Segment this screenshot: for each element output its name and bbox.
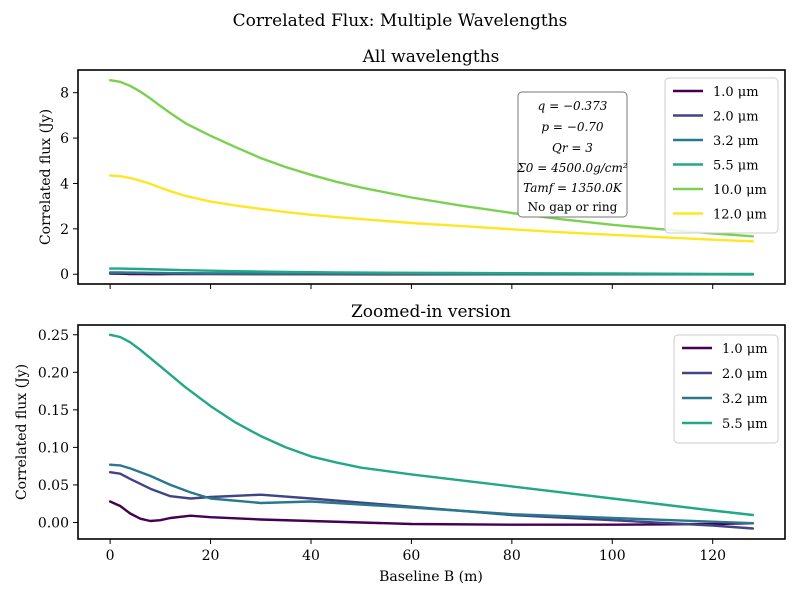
bottom-panel-xlabel: Baseline B (m) <box>379 569 483 585</box>
annotation-line-q: q = −0.373 <box>538 99 608 113</box>
top-panel-series <box>108 78 755 276</box>
bottom-series-line-5-5um <box>108 333 755 517</box>
bottom-panel-frame <box>77 324 786 540</box>
bottom-xtick-label: 100 <box>599 548 626 564</box>
annotation-line-tamf: Tamf = 1350.0K <box>523 181 623 195</box>
bottom-xtick-label: 0 <box>106 548 115 564</box>
bottom-ytick-label: 0.05 <box>38 478 69 494</box>
top-panel-ylabel: Correlated flux (Jy) <box>38 109 54 245</box>
top-ytick-label: 0 <box>60 267 69 283</box>
bottom-xtick-label: 120 <box>699 548 726 564</box>
bottom-ytick-label: 0.10 <box>38 440 69 456</box>
annotation-line-p: p = −0.70 <box>541 120 604 134</box>
top-series-line-12-0um <box>108 174 755 243</box>
top-legend-label: 12.0 μm <box>713 208 767 223</box>
top-legend-box <box>664 77 779 234</box>
bottom-xtick-label: 20 <box>202 548 220 564</box>
bottom-panel-title: Zoomed-in version <box>351 302 511 322</box>
bottom-legend-label: 2.0 μm <box>722 367 768 382</box>
bottom-panel-legend: 1.0 μm 2.0 μm 3.2 μm 5.5 μm <box>673 334 779 444</box>
top-panel-title: All wavelengths <box>362 47 500 67</box>
bottom-legend-box <box>673 334 779 444</box>
bottom-ytick-label: 0.20 <box>38 365 69 381</box>
top-series-line-10-0um <box>108 78 755 238</box>
figure-suptitle: Correlated Flux: Multiple Wavelengths <box>233 11 568 31</box>
parameter-annotation: q = −0.373 p = −0.70 Qr = 3 Σ0 = 4500.0g… <box>516 91 628 218</box>
annotation-line-gap: No gap or ring <box>528 200 618 214</box>
bottom-xtick-label: 80 <box>503 548 521 564</box>
top-panel: All wavelengths 0 2 4 6 8 Correlated flux (J… <box>38 47 786 289</box>
bottom-xtick-label: 40 <box>302 548 320 564</box>
top-legend-label: 1.0 μm <box>713 85 759 100</box>
bottom-xtick-label: 60 <box>403 548 421 564</box>
top-legend-label: 5.5 μm <box>713 159 759 174</box>
bottom-series-line-1-0um <box>108 500 755 526</box>
bottom-ytick-label: 0.15 <box>38 403 69 419</box>
top-legend-label: 2.0 μm <box>713 110 759 125</box>
top-ytick-label: 6 <box>60 131 69 147</box>
top-series-line-5-5um <box>108 267 755 276</box>
bottom-panel: Zoomed-in version 0 20 40 60 80 100 120 0.00 0.0… <box>14 302 786 585</box>
top-ytick-label: 2 <box>60 222 69 238</box>
top-ytick-label: 8 <box>60 86 69 102</box>
bottom-ytick-label: 0.00 <box>38 515 69 531</box>
top-ytick-label: 4 <box>60 176 69 192</box>
top-legend-label: 3.2 μm <box>713 134 759 149</box>
top-panel-legend: 1.0 μm 2.0 μm 3.2 μm 5.5 μm 10.0 μm 12.0 μm <box>664 77 779 234</box>
top-panel-frame <box>77 69 786 285</box>
annotation-line-sigma: Σ0 = 4500.0g/cm² <box>516 161 628 175</box>
top-legend-label: 10.0 μm <box>713 183 767 198</box>
bottom-series-line-2-0um <box>108 471 755 530</box>
bottom-panel-ylabel: Correlated flux (Jy) <box>14 364 30 500</box>
bottom-ytick-label: 0.25 <box>38 328 69 344</box>
bottom-legend-label: 1.0 μm <box>722 342 768 357</box>
bottom-legend-label: 5.5 μm <box>722 417 768 432</box>
bottom-panel-series <box>108 333 755 530</box>
annotation-box <box>517 91 628 218</box>
bottom-legend-label: 3.2 μm <box>722 392 768 407</box>
annotation-line-qr: Qr = 3 <box>552 141 593 155</box>
bottom-series-line-3-2um <box>108 463 755 525</box>
